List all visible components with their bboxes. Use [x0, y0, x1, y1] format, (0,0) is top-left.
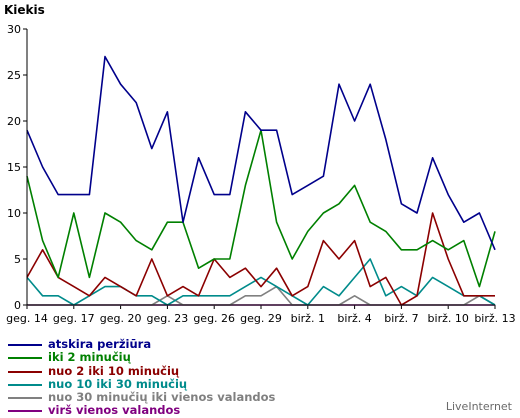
y-tick-label: 5 — [14, 253, 21, 266]
legend-label: nuo 10 iki 30 minučių — [48, 376, 188, 391]
y-tick-label: 0 — [14, 299, 21, 312]
legend-label: atskira peržiūra — [48, 337, 152, 351]
series-line — [26, 129, 496, 288]
y-axis: 0 5 10 15 20 25 30 — [7, 23, 27, 312]
x-tick-label: geg. 23 — [147, 312, 189, 325]
plot-series — [26, 55, 496, 306]
chart-area: Kiekis 0 5 10 15 20 25 30 geg. 14 geg. 17 geg. 2… — [4, 3, 516, 325]
x-tick-label: geg. 20 — [100, 312, 142, 325]
series-line — [26, 55, 496, 251]
legend-swatch — [8, 397, 42, 400]
x-tick-label: birž. 13 — [474, 312, 515, 325]
legend-swatch — [8, 357, 42, 360]
x-tick-label: geg. 29 — [240, 312, 282, 325]
y-tick-label: 10 — [7, 207, 21, 220]
legend-swatch — [8, 344, 42, 346]
series-line — [26, 212, 495, 306]
legend-swatch — [8, 383, 42, 386]
series-line — [26, 258, 496, 306]
series-line — [27, 285, 496, 306]
y-tick-label: 25 — [7, 69, 21, 82]
x-tick-label: geg. 26 — [193, 312, 235, 325]
y-tick-label: 15 — [7, 161, 21, 174]
legend-swatch — [8, 370, 42, 373]
legend-label: nuo 30 minučių iki vienos valandos — [48, 390, 276, 405]
x-tick-label: geg. 14 — [6, 312, 48, 325]
y-tick-label: 20 — [7, 115, 21, 128]
x-tick-label: geg. 17 — [53, 312, 95, 325]
legend-swatch — [8, 410, 42, 413]
y-axis-label: Kiekis — [4, 3, 45, 17]
watermark: LiveInternet — [445, 400, 512, 413]
x-tick-label: birž. 1 — [291, 312, 325, 325]
x-axis: geg. 14 geg. 17 geg. 20 geg. 23 geg. 26 geg. … — [6, 305, 516, 325]
x-tick-label: birž. 7 — [384, 312, 418, 325]
legend-label: iki 2 minučių — [48, 350, 131, 365]
legend-label: nuo 2 iki 10 minučių — [48, 363, 180, 378]
legend-label: virš vienos valandos — [48, 403, 181, 418]
x-tick-label: birž. 10 — [428, 312, 469, 325]
x-tick-label: birž. 4 — [337, 312, 371, 325]
y-tick-label: 30 — [7, 23, 21, 36]
